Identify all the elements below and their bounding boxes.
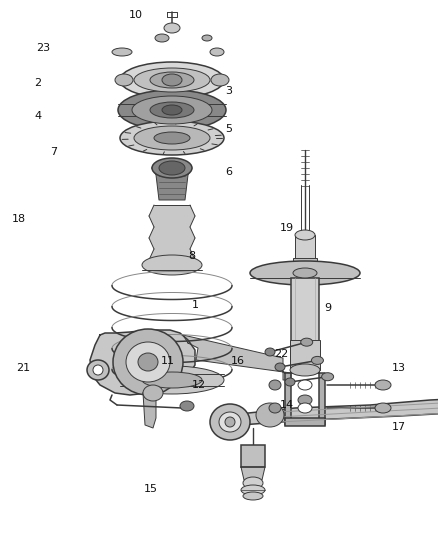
Text: 12: 12 xyxy=(192,380,206,390)
Bar xyxy=(290,340,320,370)
Polygon shape xyxy=(319,373,325,425)
Ellipse shape xyxy=(241,485,265,495)
Ellipse shape xyxy=(298,380,312,390)
Ellipse shape xyxy=(375,380,391,390)
Ellipse shape xyxy=(164,23,180,33)
Ellipse shape xyxy=(87,360,109,380)
Text: 1: 1 xyxy=(192,300,199,310)
Text: 17: 17 xyxy=(392,423,406,432)
Ellipse shape xyxy=(265,348,275,356)
Text: 7: 7 xyxy=(50,147,57,157)
Ellipse shape xyxy=(120,121,224,155)
Ellipse shape xyxy=(285,378,295,386)
Ellipse shape xyxy=(142,255,202,275)
Text: 14: 14 xyxy=(280,400,294,410)
Text: 23: 23 xyxy=(36,43,50,53)
Ellipse shape xyxy=(298,395,312,405)
Ellipse shape xyxy=(256,403,284,427)
Ellipse shape xyxy=(138,353,158,371)
Text: 16: 16 xyxy=(231,356,245,366)
Text: 8: 8 xyxy=(188,251,195,261)
Text: 4: 4 xyxy=(35,111,42,121)
Text: 18: 18 xyxy=(12,214,26,223)
Text: 13: 13 xyxy=(392,363,406,373)
Polygon shape xyxy=(149,227,195,238)
Ellipse shape xyxy=(210,48,224,56)
Bar xyxy=(285,418,325,426)
Ellipse shape xyxy=(152,158,192,178)
Polygon shape xyxy=(149,216,195,227)
Ellipse shape xyxy=(210,404,250,440)
Ellipse shape xyxy=(211,74,229,86)
Bar xyxy=(293,258,317,273)
Polygon shape xyxy=(143,393,156,428)
Bar xyxy=(291,278,319,373)
Ellipse shape xyxy=(134,68,210,92)
Ellipse shape xyxy=(321,373,334,381)
Polygon shape xyxy=(90,330,195,395)
Ellipse shape xyxy=(290,364,320,376)
Ellipse shape xyxy=(219,412,241,432)
Text: 10: 10 xyxy=(129,10,143,20)
Text: 6: 6 xyxy=(226,167,233,176)
Polygon shape xyxy=(218,386,438,428)
Ellipse shape xyxy=(243,477,263,489)
Text: 19: 19 xyxy=(280,223,294,233)
Ellipse shape xyxy=(159,161,185,175)
Ellipse shape xyxy=(243,492,263,500)
Ellipse shape xyxy=(293,268,317,278)
Text: 21: 21 xyxy=(16,363,30,373)
Ellipse shape xyxy=(154,132,190,144)
Bar xyxy=(241,445,265,467)
Ellipse shape xyxy=(132,96,212,124)
Ellipse shape xyxy=(118,90,226,130)
Bar xyxy=(295,235,315,260)
Ellipse shape xyxy=(150,72,194,88)
Ellipse shape xyxy=(225,417,235,427)
Ellipse shape xyxy=(120,62,224,98)
Ellipse shape xyxy=(143,385,163,401)
Ellipse shape xyxy=(375,403,391,413)
Polygon shape xyxy=(149,249,195,260)
Text: 3: 3 xyxy=(226,86,233,95)
Polygon shape xyxy=(149,238,195,249)
Ellipse shape xyxy=(162,74,182,86)
Polygon shape xyxy=(183,335,291,380)
Polygon shape xyxy=(285,373,291,425)
Text: 15: 15 xyxy=(144,484,158,494)
Text: 9: 9 xyxy=(324,303,331,312)
Ellipse shape xyxy=(295,230,315,240)
Ellipse shape xyxy=(93,365,103,375)
Text: 22: 22 xyxy=(274,350,288,359)
Ellipse shape xyxy=(301,338,313,346)
Ellipse shape xyxy=(120,366,224,394)
Ellipse shape xyxy=(112,48,132,56)
Ellipse shape xyxy=(142,372,202,388)
Ellipse shape xyxy=(134,126,210,150)
Ellipse shape xyxy=(202,35,212,41)
Text: 5: 5 xyxy=(226,124,233,134)
Ellipse shape xyxy=(113,329,183,395)
Ellipse shape xyxy=(269,403,281,413)
Polygon shape xyxy=(152,168,192,200)
Polygon shape xyxy=(241,467,265,480)
Ellipse shape xyxy=(298,403,312,413)
Polygon shape xyxy=(149,205,195,216)
Text: 11: 11 xyxy=(161,357,175,366)
Ellipse shape xyxy=(275,363,285,371)
Ellipse shape xyxy=(150,102,194,118)
Ellipse shape xyxy=(115,74,133,86)
Ellipse shape xyxy=(126,342,170,382)
Text: 2: 2 xyxy=(35,78,42,87)
Ellipse shape xyxy=(311,357,323,365)
Ellipse shape xyxy=(180,401,194,411)
Ellipse shape xyxy=(155,34,169,42)
Ellipse shape xyxy=(162,105,182,115)
Ellipse shape xyxy=(269,380,281,390)
Ellipse shape xyxy=(250,261,360,285)
